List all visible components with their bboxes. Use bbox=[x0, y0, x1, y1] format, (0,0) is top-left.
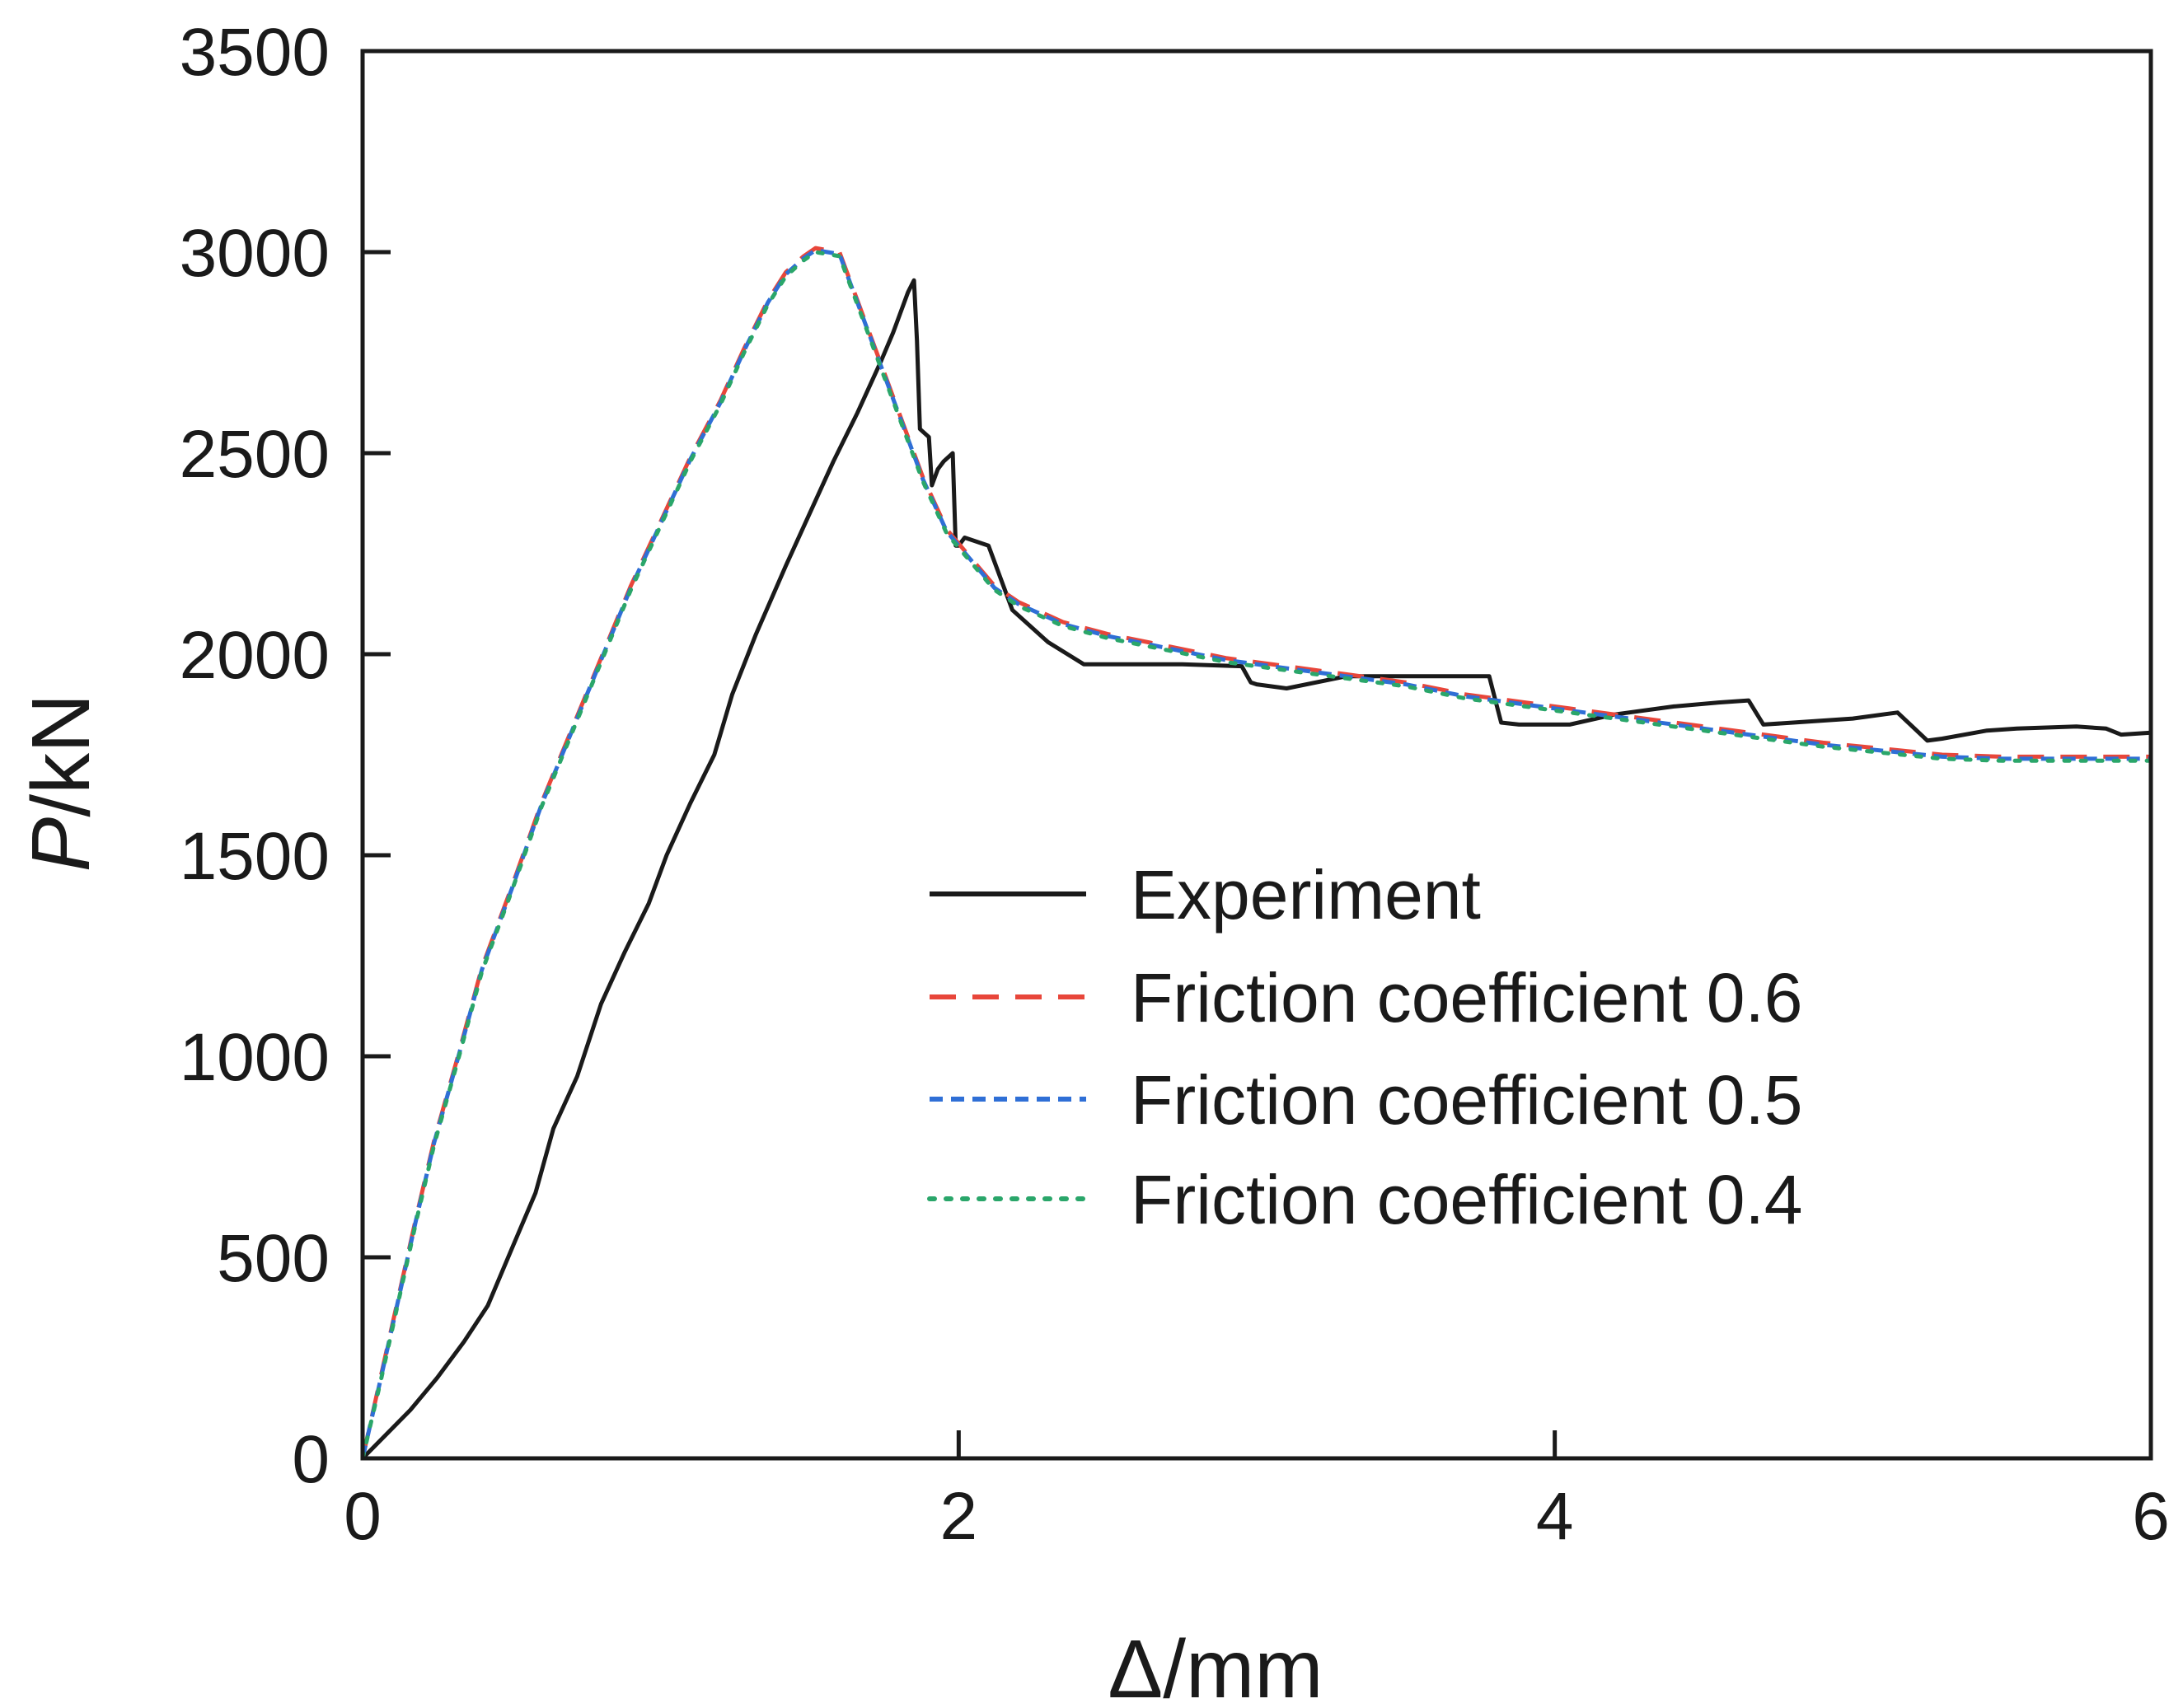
x-tick-label: 2 bbox=[940, 1479, 978, 1554]
tick-labels-layer: 0 2 4 6 0 500 1000 1500 2000 2500 3000 3500 bbox=[180, 15, 2170, 1554]
y-tick-label: 3500 bbox=[180, 15, 330, 90]
y-tick-label: 500 bbox=[217, 1221, 330, 1296]
y-tick-label: 3000 bbox=[180, 216, 330, 291]
y-axis-title: P/kN bbox=[15, 694, 107, 873]
plot-frame bbox=[360, 49, 2153, 1461]
y-axis-title-unit: /kN bbox=[15, 694, 107, 817]
y-axis-title-italic: P bbox=[15, 817, 107, 872]
ticks-layer bbox=[360, 49, 2153, 1461]
series-layer bbox=[360, 246, 2153, 1461]
legend: Experiment Friction coefficient 0.6 Fric… bbox=[927, 856, 1803, 1238]
x-tick-label: 4 bbox=[1536, 1479, 1574, 1554]
y-tick-label: 2500 bbox=[180, 417, 330, 492]
legend-label-experiment: Experiment bbox=[1131, 856, 1481, 934]
legend-label-friction-0-6: Friction coefficient 0.6 bbox=[1131, 959, 1803, 1036]
legend-label-friction-0-4: Friction coefficient 0.4 bbox=[1131, 1161, 1803, 1238]
y-tick-label: 2000 bbox=[180, 618, 330, 693]
y-tick-label: 0 bbox=[292, 1422, 330, 1497]
series-line-friction-coefficient-0-5 bbox=[360, 248, 2151, 1459]
x-tick-label: 6 bbox=[2132, 1479, 2170, 1554]
y-tick-label: 1000 bbox=[180, 1020, 330, 1095]
y-tick-label: 1500 bbox=[180, 819, 330, 894]
x-axis-title: Δ/mm bbox=[1108, 1623, 1323, 1708]
legend-label-friction-0-5: Friction coefficient 0.5 bbox=[1131, 1061, 1803, 1139]
x-tick-label: 0 bbox=[344, 1479, 382, 1554]
series-line-friction-coefficient-0-4 bbox=[360, 250, 2153, 1461]
